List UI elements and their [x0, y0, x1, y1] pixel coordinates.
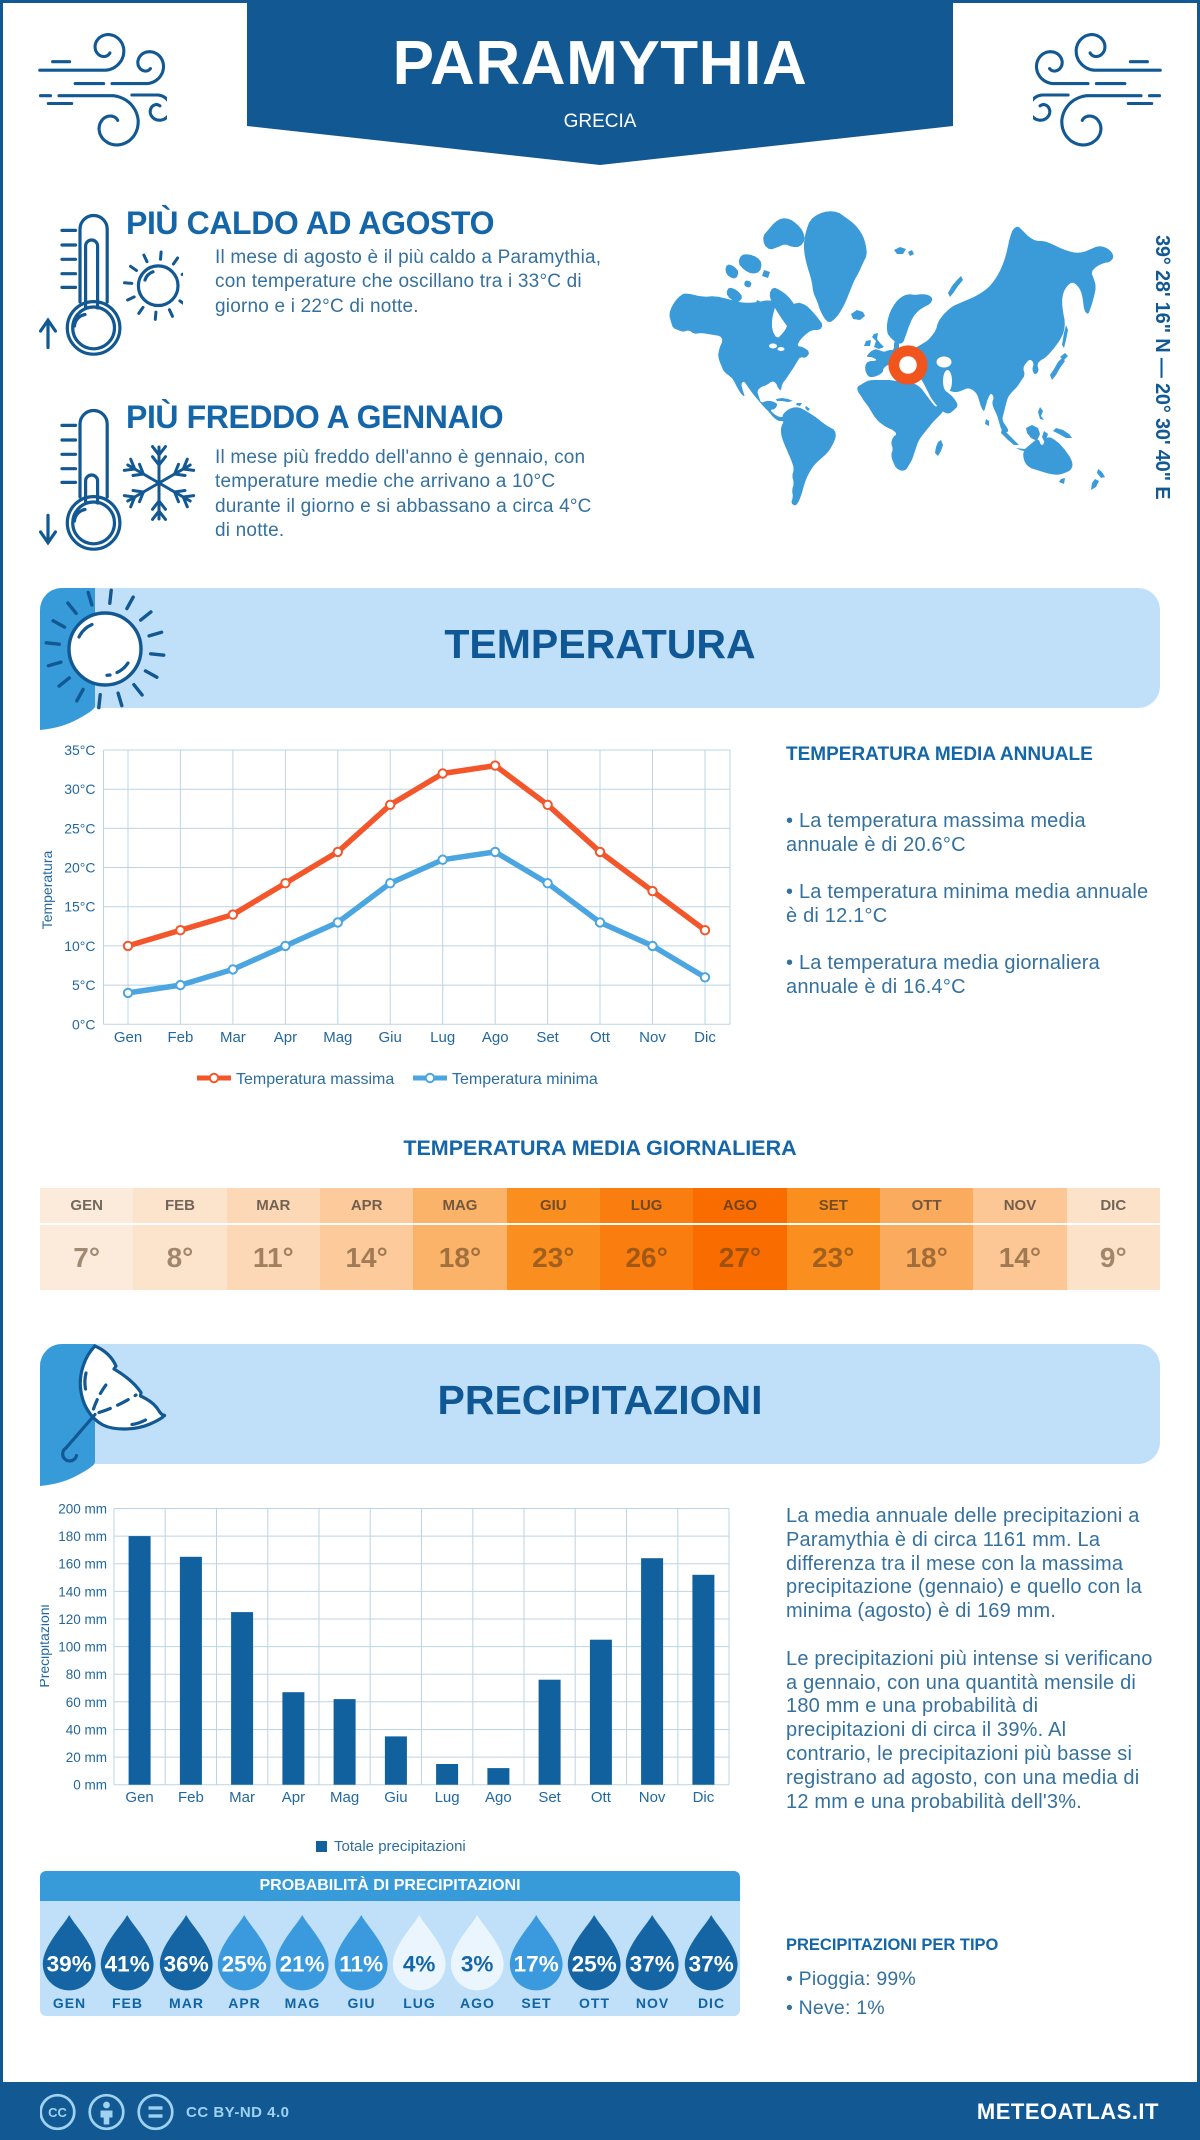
svg-text:0 mm: 0 mm — [73, 1778, 107, 1793]
svg-text:Nov: Nov — [639, 1029, 666, 1046]
svg-text:Ago: Ago — [485, 1789, 512, 1806]
svg-text:35°C: 35°C — [64, 742, 95, 758]
svg-text:Giu: Giu — [384, 1789, 407, 1806]
svg-text:Set: Set — [536, 1029, 559, 1046]
svg-text:Giu: Giu — [379, 1029, 402, 1046]
svg-text:Ott: Ott — [591, 1789, 612, 1806]
svg-text:140 mm: 140 mm — [58, 1584, 107, 1599]
svg-text:80 mm: 80 mm — [66, 1667, 107, 1682]
svg-text:Precipitazioni: Precipitazioni — [40, 1604, 52, 1687]
svg-text:Temperatura minima: Temperatura minima — [452, 1071, 598, 1088]
svg-text:Ago: Ago — [482, 1029, 509, 1046]
svg-text:20 mm: 20 mm — [66, 1750, 107, 1765]
svg-text:Dic: Dic — [694, 1029, 716, 1046]
svg-text:25%: 25% — [572, 1952, 617, 1977]
svg-text:40 mm: 40 mm — [66, 1723, 107, 1738]
svg-text:Totale precipitazioni: Totale precipitazioni — [334, 1838, 466, 1855]
svg-text:Temperatura: Temperatura — [40, 850, 55, 929]
svg-text:36%: 36% — [164, 1952, 209, 1977]
svg-text:Nov: Nov — [639, 1789, 666, 1806]
svg-text:180 mm: 180 mm — [58, 1529, 107, 1544]
svg-text:5°C: 5°C — [72, 977, 96, 993]
svg-text:4%: 4% — [403, 1952, 436, 1977]
svg-text:200 mm: 200 mm — [58, 1502, 107, 1517]
svg-text:20°C: 20°C — [64, 860, 95, 876]
svg-text:25°C: 25°C — [64, 820, 95, 836]
svg-text:41%: 41% — [105, 1952, 150, 1977]
svg-text:0°C: 0°C — [72, 1016, 96, 1032]
svg-text:CC: CC — [48, 2105, 67, 2120]
svg-text:Gen: Gen — [114, 1029, 142, 1046]
svg-text:60 mm: 60 mm — [66, 1695, 107, 1710]
svg-text:Ott: Ott — [590, 1029, 611, 1046]
svg-text:Mag: Mag — [330, 1789, 359, 1806]
svg-text:Lug: Lug — [435, 1789, 460, 1806]
svg-text:30°C: 30°C — [64, 781, 95, 797]
svg-text:100 mm: 100 mm — [58, 1640, 107, 1655]
svg-text:Lug: Lug — [430, 1029, 455, 1046]
svg-text:Gen: Gen — [125, 1789, 153, 1806]
svg-text:3%: 3% — [461, 1952, 494, 1977]
svg-text:Apr: Apr — [282, 1789, 305, 1806]
svg-text:Mar: Mar — [220, 1029, 246, 1046]
svg-text:Mag: Mag — [323, 1029, 352, 1046]
svg-text:10°C: 10°C — [64, 938, 95, 954]
svg-text:Apr: Apr — [274, 1029, 297, 1046]
svg-text:Mar: Mar — [229, 1789, 255, 1806]
svg-text:160 mm: 160 mm — [58, 1557, 107, 1572]
svg-text:21%: 21% — [280, 1952, 325, 1977]
svg-text:Feb: Feb — [167, 1029, 193, 1046]
svg-text:37%: 37% — [689, 1952, 734, 1977]
svg-text:17%: 17% — [514, 1952, 559, 1977]
svg-text:120 mm: 120 mm — [58, 1612, 107, 1627]
svg-text:37%: 37% — [630, 1952, 675, 1977]
svg-text:39%: 39% — [47, 1952, 92, 1977]
svg-text:11%: 11% — [339, 1952, 383, 1977]
svg-text:Temperatura massima: Temperatura massima — [236, 1071, 394, 1088]
svg-text:Feb: Feb — [178, 1789, 204, 1806]
svg-text:Dic: Dic — [693, 1789, 715, 1806]
svg-text:Set: Set — [538, 1789, 561, 1806]
svg-text:25%: 25% — [222, 1952, 267, 1977]
svg-text:15°C: 15°C — [64, 899, 95, 915]
